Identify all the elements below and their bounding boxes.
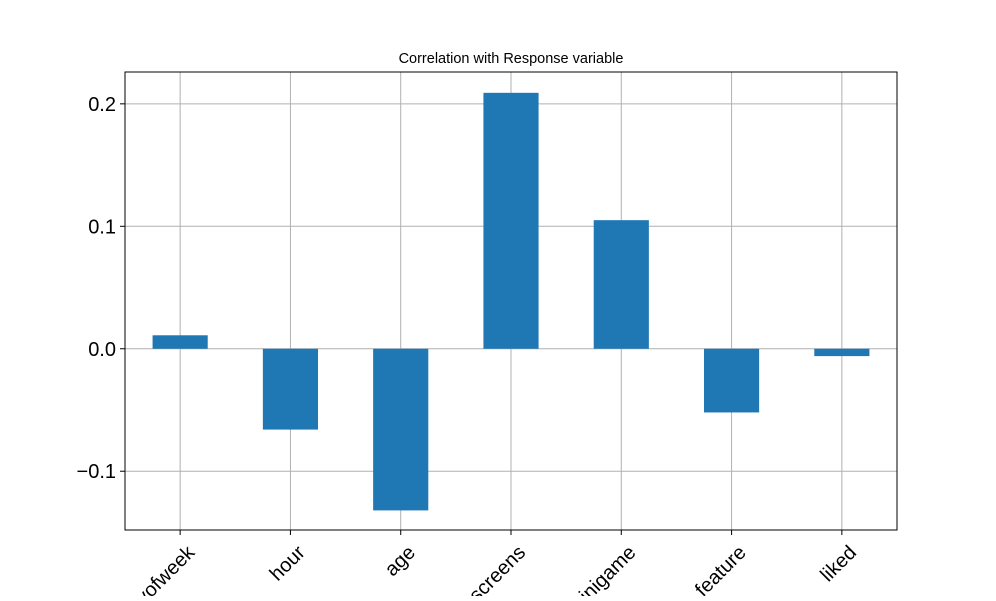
bars-layer bbox=[152, 92, 870, 511]
y-tick-label: 0.1 bbox=[88, 216, 116, 238]
bar-liked bbox=[814, 348, 870, 357]
bar-age bbox=[373, 348, 429, 511]
bar-numscreens bbox=[483, 92, 539, 349]
bar-used_premium_feature bbox=[704, 348, 760, 413]
bar-hour bbox=[262, 348, 318, 430]
y-tick-label: 0.0 bbox=[88, 339, 116, 361]
bar-minigame bbox=[593, 220, 649, 349]
y-tick-label: −0.1 bbox=[77, 461, 116, 483]
chart-title: Correlation with Response variable bbox=[399, 51, 624, 67]
y-tick-label: 0.2 bbox=[88, 94, 116, 116]
bar-dayofweek bbox=[152, 335, 208, 349]
